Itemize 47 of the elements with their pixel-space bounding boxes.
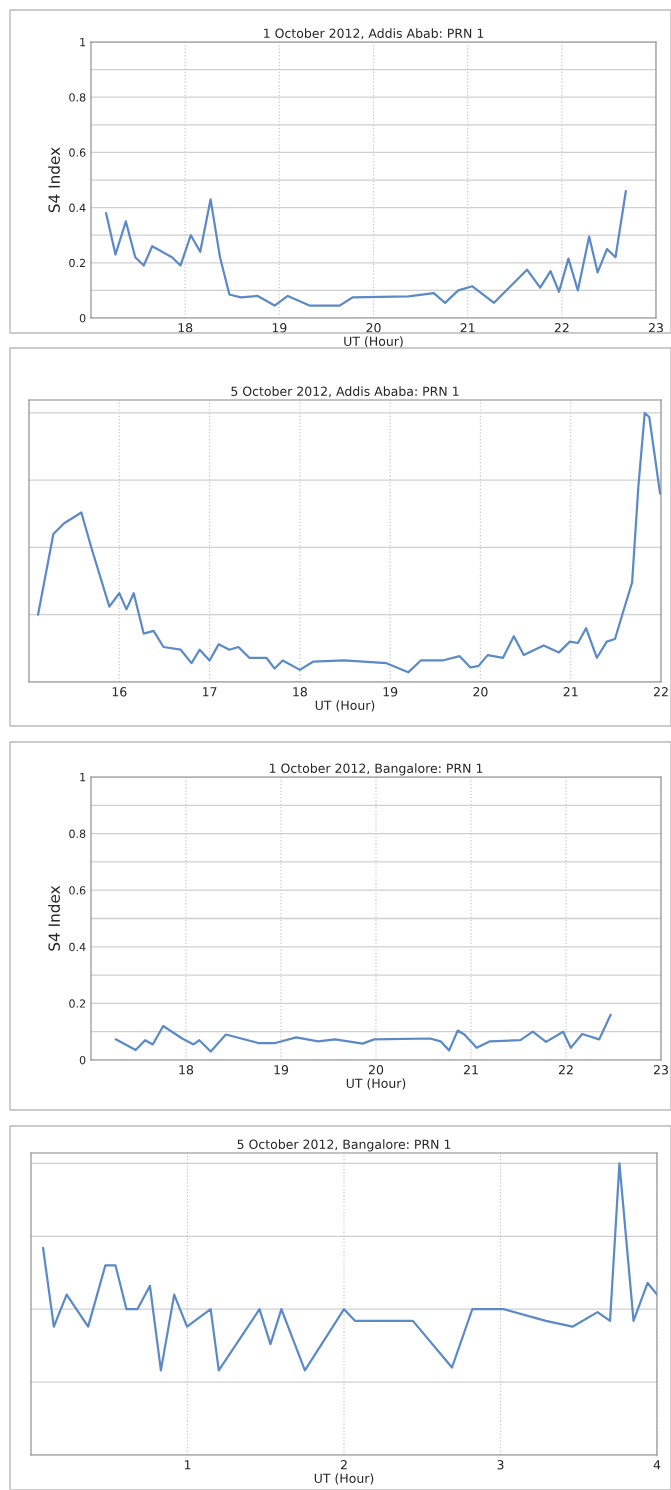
x-tick-label: 22 bbox=[558, 1065, 573, 1075]
x-tick-label: 20 bbox=[366, 323, 381, 333]
x-tick-label: 2 bbox=[340, 1460, 347, 1470]
x-tick-label: 18 bbox=[179, 1065, 194, 1075]
x-tick-label: 20 bbox=[473, 687, 488, 697]
chart-title: 1 October 2012, Bangalore: PRN 1 bbox=[269, 763, 483, 776]
x-tick-label: 18 bbox=[293, 687, 307, 697]
chart-title: 1 October 2012, Addis Abab: PRN 1 bbox=[264, 28, 484, 40]
x-axis-title: UT (Hour) bbox=[344, 336, 403, 348]
x-tick-label: 3 bbox=[497, 1460, 504, 1470]
y-tick-label: 0.4 bbox=[69, 203, 86, 212]
x-axis-title: UT (Hour) bbox=[314, 1473, 374, 1485]
x-tick-label: 21 bbox=[463, 1065, 478, 1075]
x-tick-label: 20 bbox=[368, 1065, 384, 1075]
x-tick-label: 17 bbox=[202, 687, 217, 697]
y-axis-title: S4 Index bbox=[48, 147, 60, 213]
x-tick-label: 19 bbox=[383, 687, 398, 697]
x-tick-label: 23 bbox=[648, 323, 663, 333]
y-tick-label: 0 bbox=[79, 313, 86, 323]
y-tick-label: 0.8 bbox=[69, 93, 86, 102]
x-tick-label: 18 bbox=[178, 323, 193, 333]
y-tick-label: 0.8 bbox=[69, 829, 86, 838]
x-tick-label: 22 bbox=[653, 687, 668, 697]
y-tick-label: 0.6 bbox=[69, 148, 86, 157]
x-axis-title: UT (Hour) bbox=[315, 700, 375, 712]
x-tick-label: 16 bbox=[112, 687, 127, 697]
x-tick-label: 19 bbox=[272, 323, 287, 333]
x-axis-title: UT (Hour) bbox=[346, 1078, 406, 1090]
y-axis-title: S4 Index bbox=[48, 885, 60, 951]
chart-title: 5 October 2012, Addis Ababa: PRN 1 bbox=[231, 386, 459, 398]
x-tick-label: 19 bbox=[274, 1065, 289, 1075]
line-series bbox=[104, 189, 627, 307]
y-tick-label: 0.6 bbox=[69, 886, 86, 895]
x-tick-label: 4 bbox=[653, 1460, 661, 1470]
y-tick-label: 0 bbox=[79, 1055, 86, 1065]
line-series bbox=[114, 1013, 612, 1053]
y-tick-label: 1 bbox=[80, 38, 86, 47]
y-tick-label: 1 bbox=[80, 773, 86, 782]
x-tick-label: 23 bbox=[653, 1065, 668, 1075]
y-tick-label: 0.4 bbox=[69, 942, 86, 952]
chart-title: 5 October 2012, Bangalore: PRN 1 bbox=[237, 1139, 451, 1152]
y-tick-label: 0.2 bbox=[69, 258, 86, 268]
x-tick-label: 22 bbox=[554, 323, 569, 333]
x-tick-label: 21 bbox=[460, 323, 475, 333]
y-tick-label: 0.2 bbox=[69, 999, 86, 1008]
x-tick-label: 21 bbox=[563, 687, 578, 697]
x-tick-label: 1 bbox=[184, 1460, 191, 1470]
